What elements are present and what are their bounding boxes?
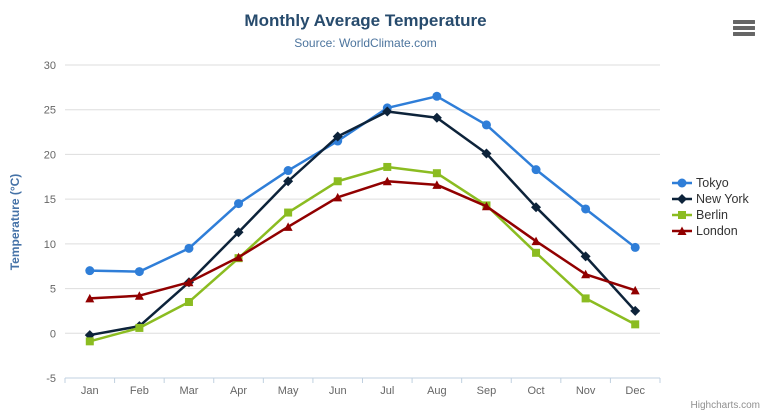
legend-marker-diamond	[672, 194, 692, 204]
y-tick-label: 15	[44, 194, 56, 206]
y-tick-label: 25	[44, 105, 56, 117]
x-tick-label: Aug	[427, 385, 447, 397]
series-london[interactable]	[85, 176, 640, 303]
legend-item-tokyo[interactable]: Tokyo	[672, 175, 749, 191]
series-layer	[84, 91, 641, 346]
x-tick-label: Jun	[329, 385, 347, 397]
hamburger-icon	[733, 18, 755, 37]
legend: Tokyo New York Berlin London	[672, 175, 749, 239]
legend-label: New York	[696, 192, 749, 206]
series-tokyo[interactable]	[85, 91, 640, 277]
legend-label: Tokyo	[696, 176, 729, 190]
legend-item-london[interactable]: London	[672, 223, 749, 239]
y-tick-label: 0	[50, 328, 56, 340]
y-tick-label: -5	[46, 373, 56, 385]
legend-item-berlin[interactable]: Berlin	[672, 207, 749, 223]
series-new-york[interactable]	[84, 106, 641, 341]
gridlines	[65, 64, 660, 334]
x-tick-label: Feb	[130, 385, 149, 397]
y-tick-label: 5	[50, 284, 56, 296]
x-tick-label: Mar	[179, 385, 198, 397]
axis-labels: -5 0 5 10 15 20 25 30 Jan Feb Mar Apr May Jun Jul Aug Se…	[44, 60, 646, 397]
legend-label: London	[696, 224, 738, 238]
legend-marker-triangle	[672, 226, 692, 235]
x-tick-label: May	[278, 385, 299, 397]
chart-menu-button[interactable]	[731, 17, 757, 39]
y-tick-label: 20	[44, 149, 56, 161]
legend-label: Berlin	[696, 208, 728, 222]
legend-marker-circle	[672, 178, 692, 188]
chart-title: Monthly Average Temperature	[244, 11, 487, 30]
x-tick-label: Apr	[230, 385, 247, 397]
x-tick-label: Oct	[527, 385, 544, 397]
axes	[64, 377, 661, 383]
y-tick-label: 30	[44, 60, 56, 72]
legend-marker-square	[672, 211, 692, 219]
x-tick-label: Nov	[576, 385, 596, 397]
x-tick-label: Sep	[477, 385, 497, 397]
chart-subtitle: Source: WorldClimate.com	[294, 36, 437, 50]
credits-link[interactable]: Highcharts.com	[690, 400, 760, 411]
x-tick-label: Jul	[380, 385, 394, 397]
y-axis-title: Temperature (°C)	[8, 174, 22, 271]
x-tick-label: Jan	[81, 385, 99, 397]
legend-item-new-york[interactable]: New York	[672, 191, 749, 207]
y-tick-label: 10	[44, 239, 56, 251]
x-tick-label: Dec	[625, 385, 645, 397]
